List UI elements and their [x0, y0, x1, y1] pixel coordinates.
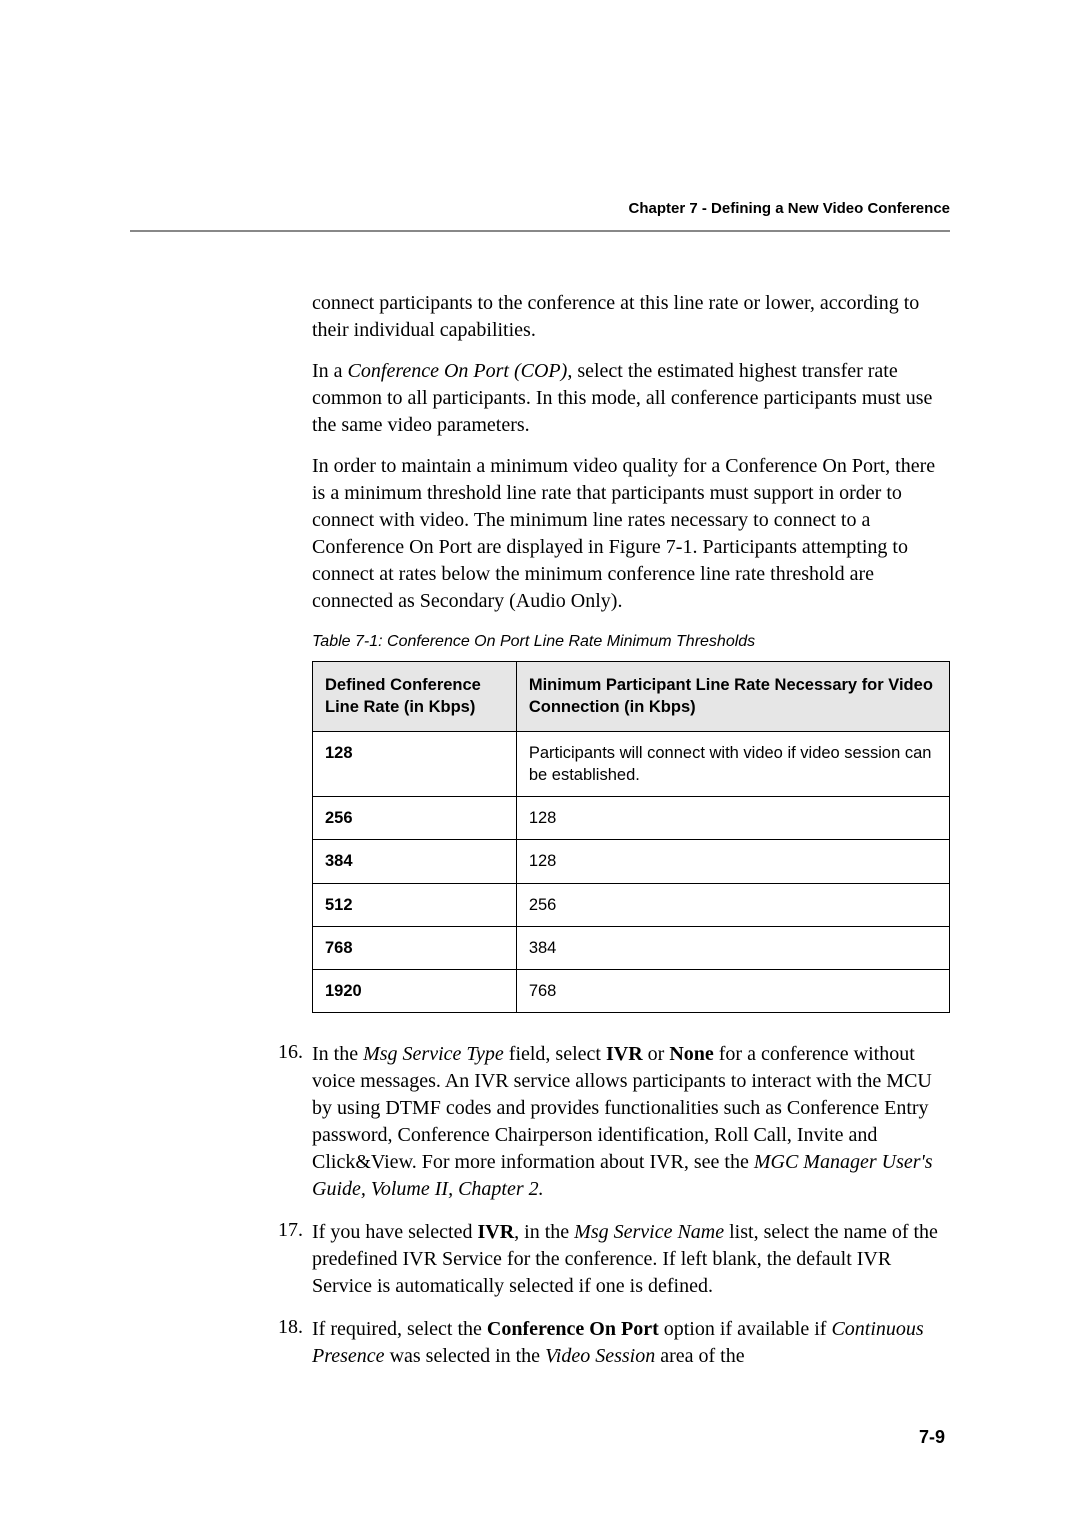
list-text: If you have selected IVR, in the Msg Ser…: [312, 1219, 950, 1300]
list-number: 16.: [278, 1041, 312, 1203]
table-cell-rate: 1920: [313, 970, 517, 1013]
list-text: If required, select the Conference On Po…: [312, 1316, 950, 1370]
paragraph-2: In a Conference On Port (COP), select th…: [312, 358, 950, 439]
text-run: field, select: [504, 1043, 606, 1065]
threshold-table: Defined Conference Line Rate (in Kbps) M…: [312, 661, 950, 1013]
bold-run: Conference On Port: [487, 1318, 659, 1340]
table-row: 1920 768: [313, 970, 950, 1013]
list-number: 18.: [278, 1316, 312, 1370]
italic-run: Msg Service Name: [574, 1221, 724, 1243]
text-run: was selected in the: [385, 1345, 546, 1367]
table-cell-rate: 384: [313, 840, 517, 883]
bold-run: IVR: [606, 1043, 643, 1065]
table-row: 256 128: [313, 797, 950, 840]
list-item-18: 18. If required, select the Conference O…: [278, 1316, 950, 1370]
table-cell-rate: 128: [313, 731, 517, 797]
table-row: 768 384: [313, 926, 950, 969]
paragraph-3: In order to maintain a minimum video qua…: [312, 453, 950, 615]
text-run: area of the: [655, 1345, 744, 1367]
bold-run: None: [669, 1043, 713, 1065]
bold-run: IVR: [477, 1221, 514, 1243]
table-header-col1: Defined Conference Line Rate (in Kbps): [313, 662, 517, 732]
table-cell-rate: 512: [313, 883, 517, 926]
table-caption: Table 7-1: Conference On Port Line Rate …: [312, 633, 950, 651]
italic-run: Msg Service Type: [363, 1043, 504, 1065]
text-run: or: [643, 1043, 670, 1065]
table-cell-rate: 768: [313, 926, 517, 969]
header-divider: [130, 230, 950, 232]
table-header-row: Defined Conference Line Rate (in Kbps) M…: [313, 662, 950, 732]
text-run: option if available if: [659, 1318, 832, 1340]
table-cell-min: 768: [516, 970, 949, 1013]
page-header: Chapter 7 - Defining a New Video Confere…: [130, 200, 950, 218]
p2-prefix: In a: [312, 360, 348, 382]
list-item-16: 16. In the Msg Service Type field, selec…: [278, 1041, 950, 1203]
table-cell-rate: 256: [313, 797, 517, 840]
numbered-list: 16. In the Msg Service Type field, selec…: [278, 1041, 950, 1370]
text-run: If required, select the: [312, 1318, 487, 1340]
table-cell-min: 256: [516, 883, 949, 926]
text-run: , in the: [514, 1221, 574, 1243]
table-cell-min: Participants will connect with video if …: [516, 731, 949, 797]
list-item-17: 17. If you have selected IVR, in the Msg…: [278, 1219, 950, 1300]
paragraph-1: connect participants to the conference a…: [312, 290, 950, 344]
table-row: 512 256: [313, 883, 950, 926]
table-cell-min: 128: [516, 797, 949, 840]
text-run: In the: [312, 1043, 363, 1065]
list-text: In the Msg Service Type field, select IV…: [312, 1041, 950, 1203]
table-row: 384 128: [313, 840, 950, 883]
table-cell-min: 128: [516, 840, 949, 883]
table-cell-min: 384: [516, 926, 949, 969]
table-header-col2: Minimum Participant Line Rate Necessary …: [516, 662, 949, 732]
page-number: 7-9: [919, 1427, 945, 1448]
text-run: If you have selected: [312, 1221, 477, 1243]
list-number: 17.: [278, 1219, 312, 1300]
table-row: 128 Participants will connect with video…: [313, 731, 950, 797]
p2-italic: Conference On Port (COP): [348, 360, 568, 382]
italic-run: Video Session: [545, 1345, 655, 1367]
chapter-title: Chapter 7 - Defining a New Video Confere…: [629, 200, 950, 217]
main-content: connect participants to the conference a…: [312, 290, 950, 1013]
